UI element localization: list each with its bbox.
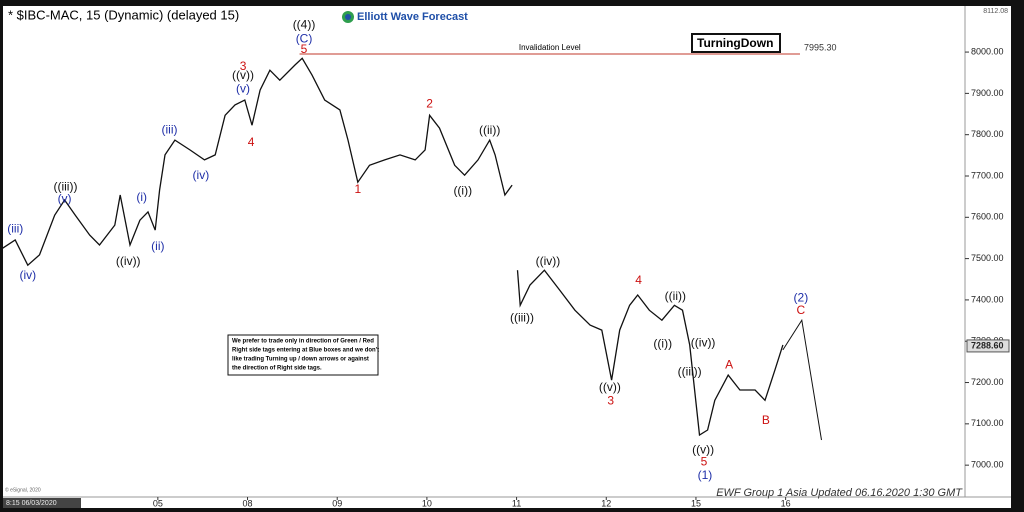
wave-label: ((ii)) bbox=[479, 123, 500, 137]
wave-label: (v) bbox=[58, 191, 72, 205]
wave-label: 4 bbox=[248, 135, 255, 149]
y-tick-label: 7100.00 bbox=[971, 418, 1004, 428]
y-tick-label: 7000.00 bbox=[971, 460, 1004, 470]
note-line: the direction of Right side tags. bbox=[232, 366, 322, 372]
wave-label: (iii) bbox=[7, 221, 23, 235]
chart-title: * $IBC-MAC, 15 (Dynamic) (delayed 15) bbox=[8, 7, 239, 22]
start-box bbox=[3, 498, 81, 508]
wave-label: ((iii)) bbox=[510, 310, 534, 324]
top-price: 8112.08 bbox=[983, 8, 1008, 15]
y-tick-label: 8000.00 bbox=[971, 46, 1004, 56]
wave-label: ((ii)) bbox=[665, 289, 686, 303]
wave-label: ((iii)) bbox=[678, 364, 702, 378]
logo-icon bbox=[345, 14, 351, 20]
x-tick-label: 12 bbox=[601, 498, 611, 508]
wave-label: (i) bbox=[136, 190, 147, 204]
wave-label: C bbox=[797, 303, 806, 317]
wave-label: 5 bbox=[701, 454, 708, 468]
plot-background bbox=[3, 6, 1011, 508]
x-tick-label: 16 bbox=[781, 498, 791, 508]
wave-label: (C) bbox=[296, 31, 313, 45]
y-tick-label: 7800.00 bbox=[971, 129, 1004, 139]
wave-label: ((v)) bbox=[599, 380, 621, 394]
wave-label: 1 bbox=[354, 182, 361, 196]
wave-label: ((v)) bbox=[692, 442, 714, 456]
wave-label: 4 bbox=[635, 273, 642, 287]
invalidation-value: 7995.30 bbox=[804, 42, 837, 52]
x-tick-label: 09 bbox=[332, 498, 342, 508]
note-line: like trading Turning up / down arrows or… bbox=[232, 357, 369, 363]
wave-label: (iv) bbox=[19, 268, 36, 282]
x-tick-label: 15 bbox=[691, 498, 701, 508]
wave-label: 3 bbox=[240, 59, 247, 73]
x-tick-label: 08 bbox=[243, 498, 253, 508]
x-tick-label: 05 bbox=[153, 498, 163, 508]
wave-label: (v) bbox=[236, 81, 250, 95]
wave-label: (ii) bbox=[151, 239, 164, 253]
wave-label: 5 bbox=[301, 42, 308, 56]
wave-label: 3 bbox=[607, 393, 614, 407]
wave-label: (iv) bbox=[193, 168, 210, 182]
wave-label: (2) bbox=[794, 290, 809, 304]
tag-box bbox=[691, 33, 781, 53]
y-tick-label: 7500.00 bbox=[971, 253, 1004, 263]
start-time: 8:15 06/03/2020 bbox=[6, 500, 57, 507]
y-tick-label: 7700.00 bbox=[971, 170, 1004, 180]
wave-label: ((4)) bbox=[293, 17, 316, 31]
last-price-label: 7288.60 bbox=[971, 340, 1004, 350]
y-tick-label: 7200.00 bbox=[971, 377, 1004, 387]
wave-label: A bbox=[725, 357, 733, 371]
y-tick-label: 7900.00 bbox=[971, 88, 1004, 98]
copyright: © eSignal, 2020 bbox=[5, 486, 41, 493]
y-tick-label: 7600.00 bbox=[971, 212, 1004, 222]
projection-line bbox=[782, 318, 822, 441]
wave-label: ((iii)) bbox=[53, 179, 77, 193]
x-tick-label: 10 bbox=[422, 498, 432, 508]
wave-label: (1) bbox=[698, 468, 713, 482]
note-box bbox=[227, 334, 379, 376]
wave-label: ((iv)) bbox=[536, 254, 561, 268]
wave-label: B bbox=[762, 413, 770, 427]
wave-label: ((i)) bbox=[453, 183, 472, 197]
wave-label: ((iv)) bbox=[691, 335, 716, 349]
wave-label: ((v)) bbox=[232, 68, 254, 82]
wave-label: 2 bbox=[426, 96, 433, 110]
y-tick-label: 7400.00 bbox=[971, 294, 1004, 304]
x-tick-label: 11 bbox=[512, 498, 521, 508]
invalidation-label: Invalidation Level bbox=[519, 43, 581, 52]
last-price-box bbox=[966, 339, 1010, 353]
price-line bbox=[0, 57, 784, 437]
wave-label: (iii) bbox=[162, 122, 178, 136]
logo: Elliott Wave Forecast bbox=[357, 11, 468, 23]
note: We prefer to trade only in direction of … bbox=[232, 339, 379, 372]
tag: TurningDown bbox=[697, 36, 773, 50]
note-line: We prefer to trade only in direction of … bbox=[232, 339, 374, 345]
wave-label: ((i)) bbox=[653, 336, 672, 350]
wave-label: ((iv)) bbox=[116, 254, 141, 268]
footer: EWF Group 1 Asia Updated 06.16.2020 1:30… bbox=[716, 487, 963, 499]
note-line: Right side tags entering at Blue boxes a… bbox=[232, 348, 379, 354]
